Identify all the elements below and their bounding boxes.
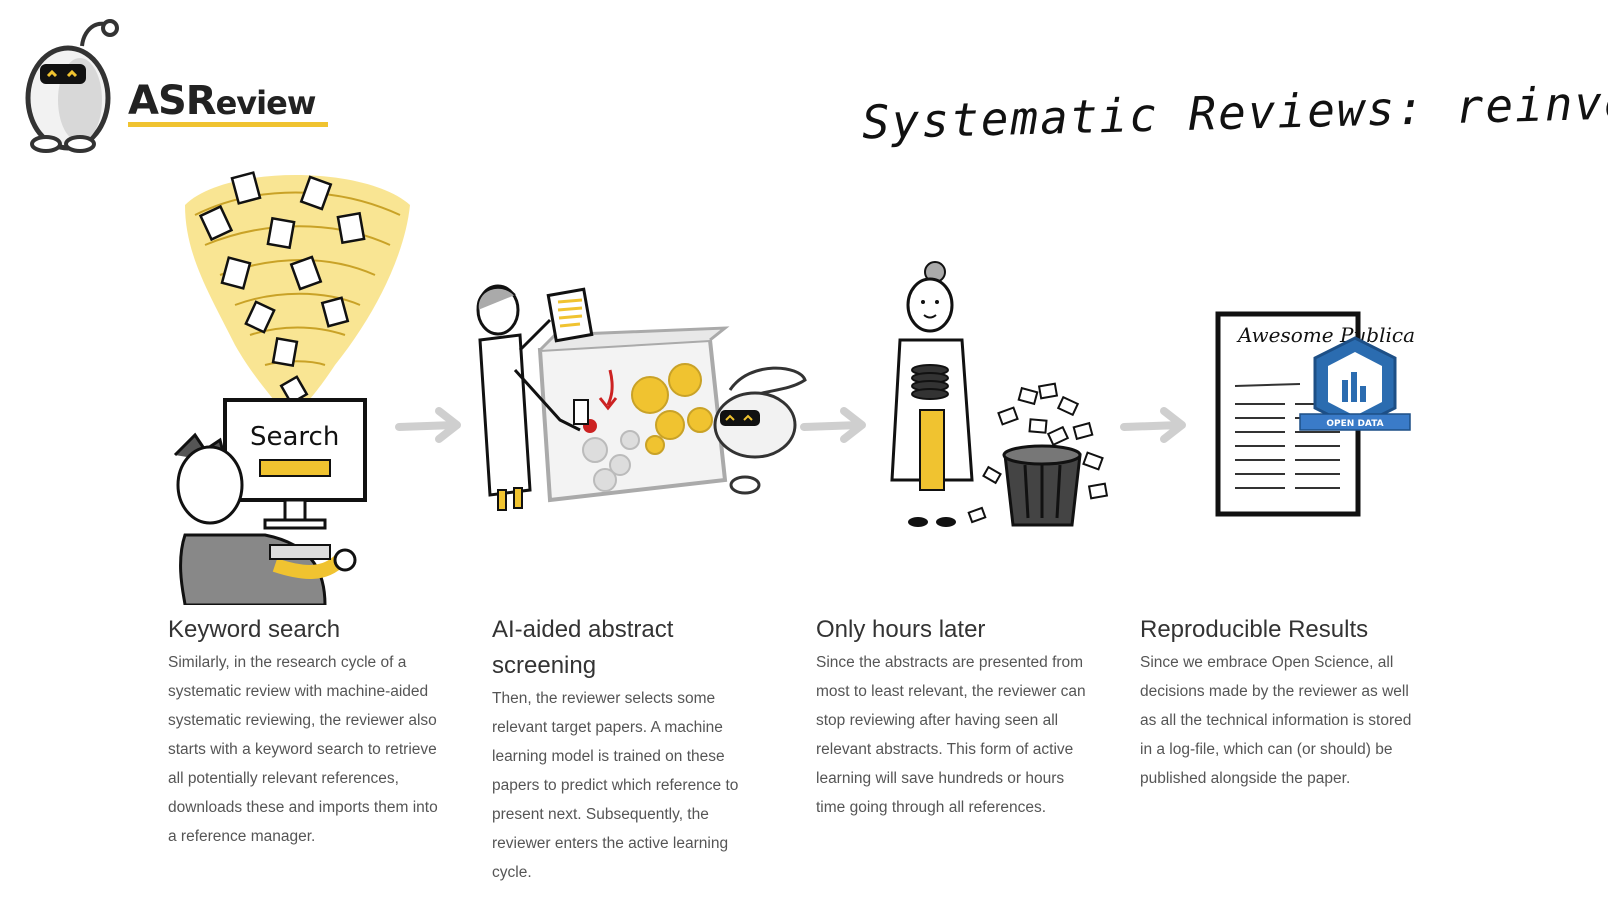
logo-wordmark: ASReview xyxy=(128,78,316,124)
tagline: Systematic Reviews: reinvented xyxy=(861,72,1608,150)
step-title: Reproducible Results xyxy=(1140,616,1369,643)
step-ai-screening: AI-aided abstract screening Then, the re… xyxy=(492,612,792,887)
arrow-right-icon xyxy=(1120,407,1186,443)
trash-bin-icon xyxy=(967,382,1109,527)
ai-screening-illustration xyxy=(476,284,807,511)
paper-tornado xyxy=(185,171,410,420)
robot-head-icon xyxy=(25,19,119,153)
logo-underline xyxy=(128,122,328,127)
step-title: Only hours later xyxy=(816,616,986,643)
badge-text: OPEN DATA xyxy=(1326,419,1383,429)
step-body: Since we embrace Open Science, all decis… xyxy=(1140,654,1412,787)
asreview-logo: ASReview xyxy=(22,16,328,156)
keyword-search-illustration: Search xyxy=(173,171,410,605)
step-hours-later: Only hours later Since the abstracts are… xyxy=(816,612,1116,822)
researcher-with-stack xyxy=(890,261,974,527)
step-title: AI-aided abstract screening xyxy=(492,616,674,679)
step-body: Since the abstracts are presented from m… xyxy=(816,654,1086,816)
paper-heading: Awesome Publica xyxy=(1236,323,1415,347)
computer-monitor: Search xyxy=(223,398,367,530)
robot-mascot xyxy=(713,366,807,495)
step-title: Keyword search xyxy=(168,616,341,643)
open-data-badge-icon: OPEN DATA xyxy=(1299,336,1411,431)
step-body: Then, the reviewer selects some relevant… xyxy=(492,690,739,881)
step-keyword-search: Keyword search Similarly, in the researc… xyxy=(168,612,468,851)
search-screen-text: Search xyxy=(250,422,339,452)
hours-later-illustration xyxy=(890,261,1109,527)
held-paper xyxy=(546,287,594,343)
machine-box xyxy=(537,326,730,503)
step-reproducible-results: Reproducible Results Since we embrace Op… xyxy=(1140,612,1440,793)
svg-text:Awesome Publica: Awesome Publica xyxy=(1236,323,1415,347)
reproducible-results-illustration: Awesome Publica OPEN DATA xyxy=(1215,311,1415,517)
arrow-right-icon xyxy=(395,407,461,443)
arrow-right-icon xyxy=(800,407,866,443)
step-body: Similarly, in the research cycle of a sy… xyxy=(168,654,438,845)
reviewer-figure xyxy=(476,284,597,511)
researcher-at-desk xyxy=(173,432,357,605)
